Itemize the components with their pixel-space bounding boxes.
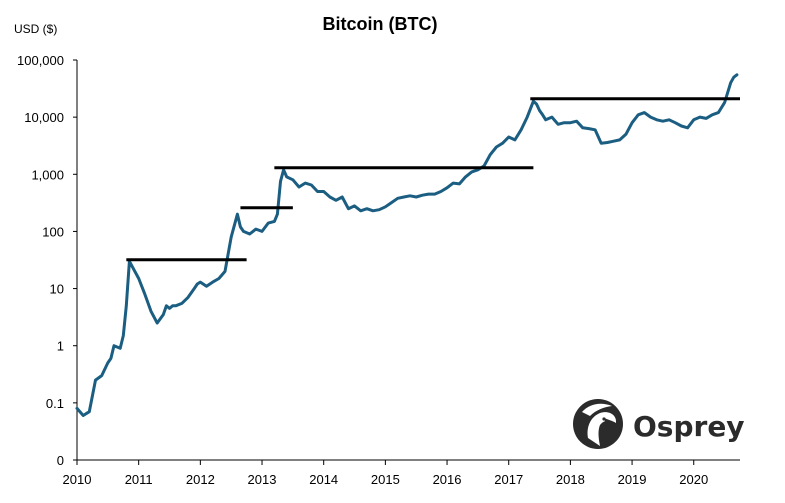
x-tick-label: 2014 (309, 472, 338, 487)
y-axis-label: USD ($) (14, 22, 57, 36)
btc-price-series (75, 73, 739, 417)
osprey-logo: Osprey (573, 399, 745, 449)
y-tick-label: 10 (50, 282, 64, 297)
y-tick-label: 1,000 (31, 167, 64, 182)
x-tick-label: 2012 (186, 472, 215, 487)
y-tick-label: 100,000 (17, 53, 64, 68)
x-tick-label: 2016 (433, 472, 462, 487)
resistance-lines (126, 97, 740, 262)
x-tick-label: 2011 (125, 472, 153, 487)
y-tick-label: 100 (42, 224, 64, 239)
x-axis-ticks: 2010 2011 2012 2013 2014 2015 2016 2017 2018 2019… (63, 460, 708, 487)
osprey-bird-icon (573, 399, 623, 449)
y-tick-label: 1 (57, 339, 64, 354)
y-axis-ticks: 0 0.1 1 10 100 1,000 10,000 100,000 (17, 53, 77, 468)
y-tick-label: 0.1 (46, 396, 64, 411)
y-tick-label: 0 (57, 453, 64, 468)
x-tick-label: 2010 (63, 472, 92, 487)
chart-title: Bitcoin (BTC) (323, 14, 438, 34)
osprey-logo-text: Osprey (633, 410, 745, 443)
x-tick-label: 2018 (556, 472, 585, 487)
x-tick-label: 2015 (371, 472, 400, 487)
x-tick-label: 2019 (618, 472, 647, 487)
y-tick-label: 10,000 (24, 110, 64, 125)
x-tick-label: 2020 (679, 472, 708, 487)
x-tick-label: 2013 (248, 472, 277, 487)
x-tick-label: 2017 (494, 472, 523, 487)
